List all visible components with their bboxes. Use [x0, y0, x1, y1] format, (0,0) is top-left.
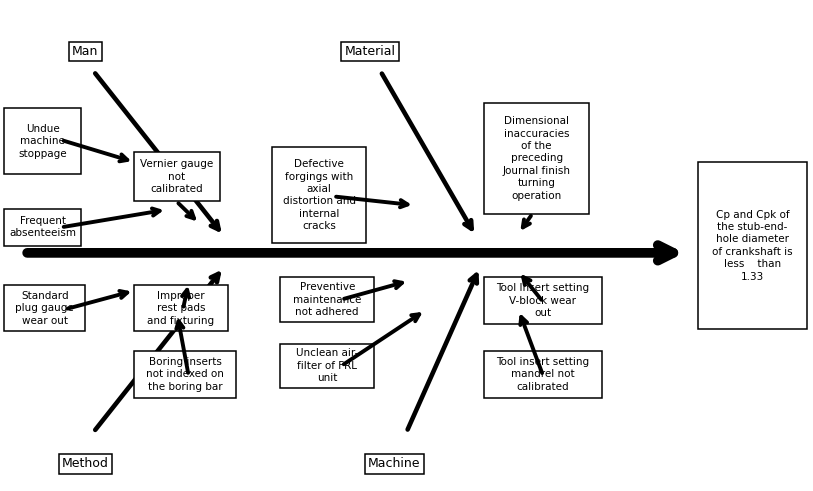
FancyBboxPatch shape	[280, 277, 374, 322]
FancyBboxPatch shape	[272, 147, 366, 243]
FancyBboxPatch shape	[4, 108, 81, 174]
Text: Unclean air-
filter of FRL
unit: Unclean air- filter of FRL unit	[296, 349, 359, 383]
Text: Machine: Machine	[368, 458, 420, 470]
FancyBboxPatch shape	[4, 209, 81, 246]
Text: Boring inserts
not indexed on
the boring bar: Boring inserts not indexed on the boring…	[146, 357, 224, 392]
Text: Improper
rest pads
and fixturing: Improper rest pads and fixturing	[147, 291, 215, 326]
FancyBboxPatch shape	[134, 152, 220, 201]
Text: Dimensional
inaccuracies
of the
preceding
Journal finish
turning
operation: Dimensional inaccuracies of the precedin…	[502, 116, 571, 200]
Text: Undue
machine
stoppage: Undue machine stoppage	[19, 124, 67, 159]
FancyBboxPatch shape	[698, 162, 807, 329]
Text: Material: Material	[345, 45, 395, 58]
Text: Tool insert setting
mandrel not
calibrated: Tool insert setting mandrel not calibrat…	[496, 357, 589, 392]
Text: Defective
forgings with
axial
distortion and
internal
cracks: Defective forgings with axial distortion…	[283, 159, 355, 231]
Text: Cp and Cpk of
the stub-end-
hole diameter
of crankshaft is
less    than
1.33: Cp and Cpk of the stub-end- hole diamete…	[712, 210, 793, 281]
Text: Method: Method	[62, 458, 109, 470]
Text: Preventive
maintenance
not adhered: Preventive maintenance not adhered	[293, 282, 362, 317]
FancyBboxPatch shape	[280, 344, 374, 388]
Text: Standard
plug gauge
wear out: Standard plug gauge wear out	[15, 291, 74, 326]
FancyBboxPatch shape	[134, 285, 228, 331]
FancyBboxPatch shape	[134, 351, 236, 398]
FancyBboxPatch shape	[484, 277, 602, 324]
FancyBboxPatch shape	[4, 285, 85, 331]
FancyBboxPatch shape	[484, 351, 602, 398]
FancyBboxPatch shape	[484, 103, 589, 214]
Text: Frequent
absenteeism: Frequent absenteeism	[9, 216, 76, 238]
Text: Vernier gauge
not
calibrated: Vernier gauge not calibrated	[140, 160, 214, 194]
Text: Tool Insert setting
V-block wear
out: Tool Insert setting V-block wear out	[496, 283, 589, 318]
Text: Man: Man	[72, 45, 98, 58]
